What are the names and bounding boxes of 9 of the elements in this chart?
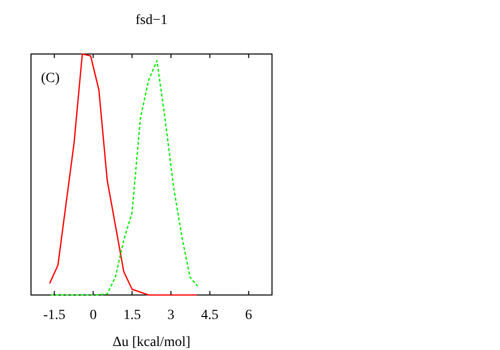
annotation: (C) (41, 71, 60, 86)
x-tick-label: 4.5 (201, 308, 219, 323)
x-tick-label: 6 (245, 308, 252, 323)
chart-title: fsd−1 (135, 13, 168, 28)
x-tick-label: 1.5 (123, 308, 141, 323)
x-tick-label: 3 (167, 308, 174, 323)
x-tick-label: -1.5 (43, 308, 66, 323)
x-axis-title: Δu [kcal/mol] (112, 335, 190, 350)
x-tick-label: 0 (90, 308, 97, 323)
